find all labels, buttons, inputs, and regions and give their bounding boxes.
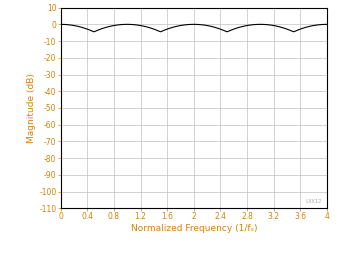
Text: LXX12: LXX12 <box>305 199 321 204</box>
Y-axis label: Magnitude (dB): Magnitude (dB) <box>28 73 36 143</box>
X-axis label: Normalized Frequency (1/fₛ): Normalized Frequency (1/fₛ) <box>130 224 257 233</box>
